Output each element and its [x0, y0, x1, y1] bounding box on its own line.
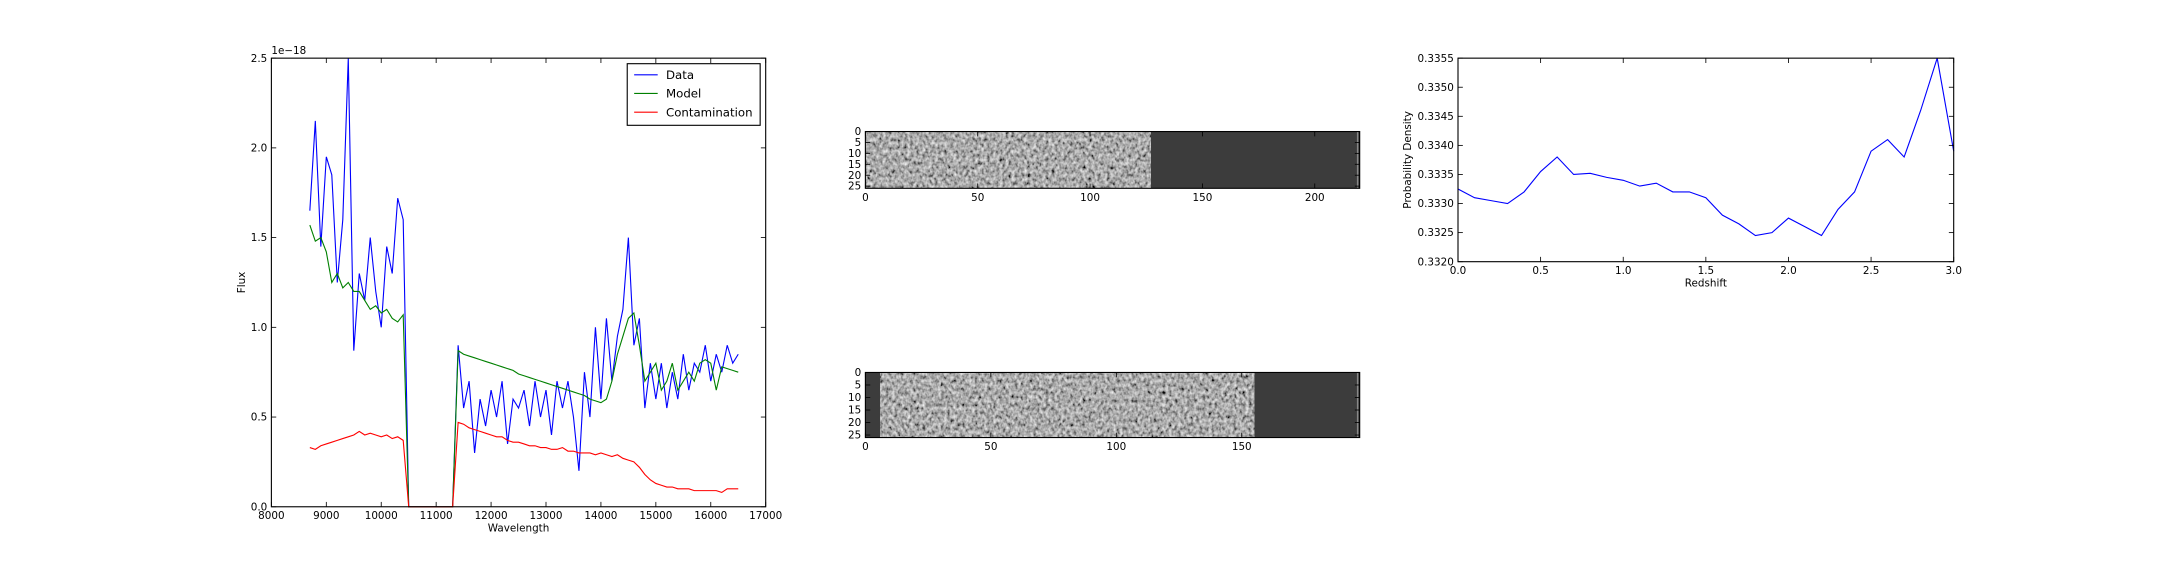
y-tick-label: 0 — [855, 367, 862, 379]
y-tick-label: 0.3335 — [1418, 169, 1454, 181]
image-pixels — [865, 131, 1151, 189]
image-edge — [1356, 131, 1359, 189]
legend-label: Model — [666, 87, 701, 101]
x-tick-label: 0.5 — [1532, 265, 1549, 277]
y-tick-label: 1.0 — [251, 322, 268, 334]
y-tick-label: 0.3355 — [1418, 53, 1454, 65]
x-tick-label: 9000 — [313, 510, 339, 522]
x-tick-label: 12000 — [475, 510, 508, 522]
x-tick-label: 0.0 — [1450, 265, 1466, 277]
y-tick-label: 2.5 — [251, 53, 268, 65]
series-line — [1457, 57, 1955, 237]
y-tick-label: 5 — [855, 380, 862, 392]
x-tick-label: 2.0 — [1780, 265, 1797, 277]
x-tick-label: 2.5 — [1863, 265, 1880, 277]
axes: 8000 9000 10000 11000 12000 13000 14000 15000 16… — [236, 45, 782, 535]
legend-box — [626, 63, 761, 126]
x-tick-label: 0 — [862, 192, 869, 204]
series-line — [309, 224, 739, 508]
x-tick-label: 15000 — [639, 510, 672, 522]
y-tick-label: 15 — [848, 159, 861, 171]
y-tick-label: 0 — [855, 126, 862, 138]
x-tick-label: 0 — [862, 441, 869, 453]
plot-area — [1458, 58, 1954, 262]
x-tick-label: 3.0 — [1945, 265, 1962, 277]
y-tick-label: 0.3340 — [1418, 140, 1454, 152]
y-tick-label: 0.3330 — [1418, 198, 1454, 210]
x-tick-label: 13000 — [529, 510, 562, 522]
x-tick-label: 17000 — [749, 510, 782, 522]
y-tick-label: 20 — [848, 417, 861, 429]
x-tick-label: 50 — [984, 441, 997, 453]
y-tick-label: 0.5 — [251, 412, 268, 424]
x-tick-label: 1.5 — [1698, 265, 1715, 277]
y-tick-label: 25 — [848, 430, 861, 442]
series-line — [309, 421, 739, 508]
x-tick-label: 100 — [1080, 192, 1100, 204]
plot-area — [271, 58, 766, 507]
x-tick-label: 50 — [971, 192, 984, 204]
x-tick-label: 200 — [1305, 192, 1325, 204]
y-tick-label: 0.3320 — [1418, 256, 1454, 268]
axes: 0.0 0.5 1.0 1.5 2.0 2.5 3.0 0.3320 0.3325 0.3330 0… — [1402, 53, 1962, 290]
x-axis-label: Redshift — [1685, 278, 1727, 290]
y-axis-label: Probability Density — [1402, 111, 1414, 209]
y-tick-label: 0.0 — [251, 501, 268, 513]
x-tick-label: 14000 — [584, 510, 617, 522]
y-tick-label: 20 — [848, 170, 861, 182]
legend-label: Data — [666, 68, 694, 82]
y-tick-label: 5 — [855, 137, 862, 149]
axes-frame — [864, 371, 1361, 439]
legend-label: Contamination — [666, 105, 753, 119]
x-tick-label: 10000 — [365, 510, 398, 522]
x-tick-label: 1.0 — [1615, 265, 1632, 277]
y-tick-label: 0.3325 — [1418, 227, 1454, 239]
axes-frame — [270, 57, 767, 508]
x-tick-label: 8000 — [258, 510, 284, 522]
series-line — [309, 58, 739, 508]
y-axis-label: Flux — [236, 272, 248, 294]
y-tick-label: 10 — [848, 392, 861, 404]
axes-frame — [864, 130, 1361, 189]
x-tick-label: 150 — [1232, 441, 1252, 453]
x-tick-label: 150 — [1193, 192, 1213, 204]
y-tick-label: 0.3350 — [1418, 82, 1454, 94]
y-tick-label: 15 — [848, 405, 861, 417]
y-tick-label: 10 — [848, 148, 861, 160]
x-tick-label: 16000 — [694, 510, 727, 522]
y-tick-label: 1.5 — [251, 232, 268, 244]
y-tick-label: 0.3345 — [1418, 111, 1454, 123]
image-pixels — [880, 372, 1255, 438]
y-tick-label: 2.0 — [251, 142, 268, 154]
x-axis-label: Wavelength — [488, 523, 550, 535]
x-tick-label: 100 — [1106, 441, 1126, 453]
x-tick-label: 11000 — [420, 510, 453, 522]
y-tick-label: 25 — [848, 181, 861, 193]
offset-text: 1e−18 — [271, 45, 306, 57]
image-edge — [1356, 372, 1359, 438]
